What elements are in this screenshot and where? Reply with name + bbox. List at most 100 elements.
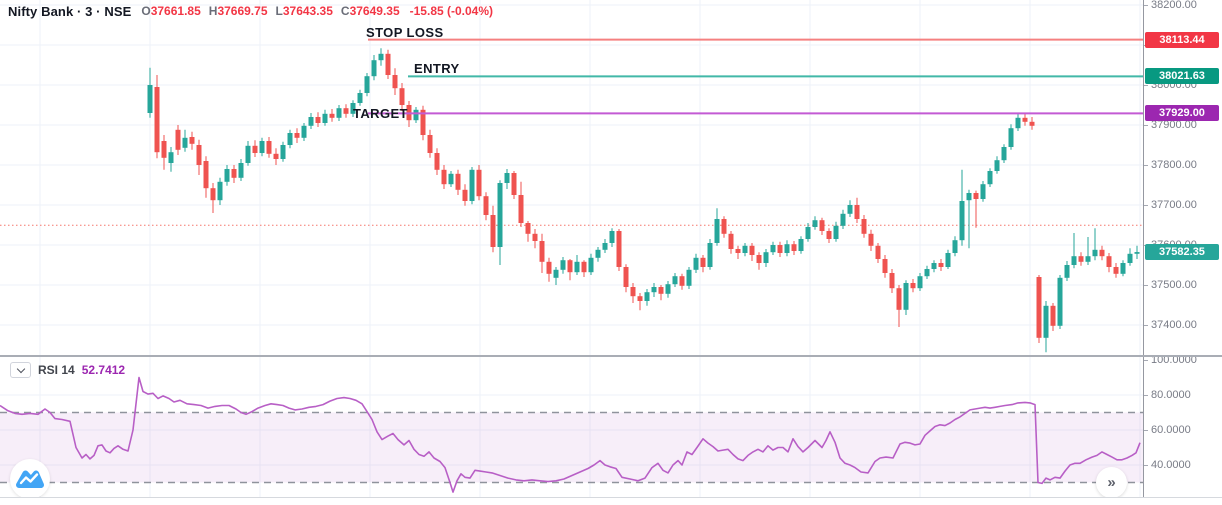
low-value: L37643.35 [275,4,333,18]
candle-body [1015,117,1021,129]
candle-body [798,239,804,251]
candle-body [462,189,468,201]
candle-body [308,117,314,126]
axis-label: 80.0000 [1144,388,1191,402]
rsi-title[interactable]: RSI 14 [38,363,75,377]
candle-body [399,88,405,105]
symbol-title[interactable]: Nifty Bank · 3 · NSE [8,3,132,19]
rsi-dropdown-button[interactable] [10,362,31,378]
candle-body [1036,277,1042,338]
candle-body [658,287,664,294]
candle-body [210,188,216,201]
candle-body [637,296,643,301]
candle-body [511,173,517,195]
candle-body [791,244,797,251]
candle-body [581,261,587,273]
candle-body [196,145,202,165]
axis-label: 60.0000 [1144,423,1191,437]
candle-body [175,129,181,150]
high-value: H37669.75 [208,4,268,18]
candle-body [938,263,944,267]
candle-body [742,245,748,253]
candle-body [1001,147,1007,161]
candle-body [378,53,384,61]
candle-body [763,252,769,263]
candle-body [952,240,958,253]
tradingview-logo[interactable] [10,459,50,499]
candle-body [966,193,972,201]
chart-svg[interactable] [0,0,1143,505]
candle-body [287,133,293,145]
rsi-header: RSI 14 52.7412 [10,362,125,378]
candle-body [427,135,433,153]
candle-body [525,223,531,234]
rsi-value: 52.7412 [81,363,126,377]
candle-body [532,233,538,241]
candle-body [518,195,524,223]
candle-body [364,76,370,93]
change-value: -15.85 (-0.04%) [409,4,494,18]
candle-body [644,292,650,301]
candle-body [609,231,615,243]
candle-body [238,163,244,178]
candle-body [910,283,916,289]
candle-body [546,261,552,274]
price-axis[interactable]: 38200.0038100.0038000.0037900.0037800.00… [1143,0,1222,497]
candle-body [826,231,832,239]
candle-body [686,269,692,286]
candle-body [672,276,678,285]
candle-body [1113,267,1119,274]
stop-loss-label[interactable]: STOP LOSS [366,25,444,40]
candle-body [875,245,881,259]
candle-body [994,160,1000,171]
candle-body [1120,263,1126,274]
time-axis-strip [0,498,1222,505]
pane-divider[interactable] [0,355,1222,357]
candle-body [315,117,321,123]
chart-canvas[interactable] [0,0,1143,505]
candle-body [217,181,223,201]
candle-body [147,85,153,113]
candle-body [567,260,573,273]
candle-body [945,253,951,267]
candle-body [203,161,209,189]
target-label[interactable]: TARGET [353,106,408,121]
logo-icon [16,470,44,488]
candle-body [728,233,734,249]
candle-body [224,169,230,182]
candle-body [329,113,335,118]
candle-body [679,276,685,286]
candle-body [245,145,251,163]
candle-body [483,196,489,215]
candle-body [861,219,867,234]
entry-label[interactable]: ENTRY [414,61,460,76]
candle-body [721,219,727,234]
candle-body [980,184,986,199]
price-badge-stop-loss: 38113.44 [1145,31,1219,48]
candle-body [420,109,426,135]
candle-body [931,263,937,269]
candle-body [630,287,636,297]
candle-body [770,245,776,253]
candle-body [777,245,783,253]
candle-body [602,243,608,250]
candle-body [385,53,391,75]
candle-body [504,173,510,183]
candle-body [1064,265,1070,278]
candle-body [455,173,461,190]
collapse-pane-button[interactable]: » [1096,467,1127,498]
candle-body [1029,121,1035,126]
candle-body [1022,117,1028,122]
candle-body [805,227,811,239]
candle-body [973,193,979,199]
candle-body [1043,305,1049,338]
candle-body [273,153,279,159]
price-badge-target: 37929.00 [1145,105,1219,122]
candle-body [469,169,475,201]
candle-body [560,260,566,270]
candle-body [1092,249,1098,257]
axis-label: 37400.00 [1144,318,1197,332]
axis-label: 100.0000 [1144,353,1197,367]
candle-body [371,60,377,77]
rsi-line [0,376,1141,493]
